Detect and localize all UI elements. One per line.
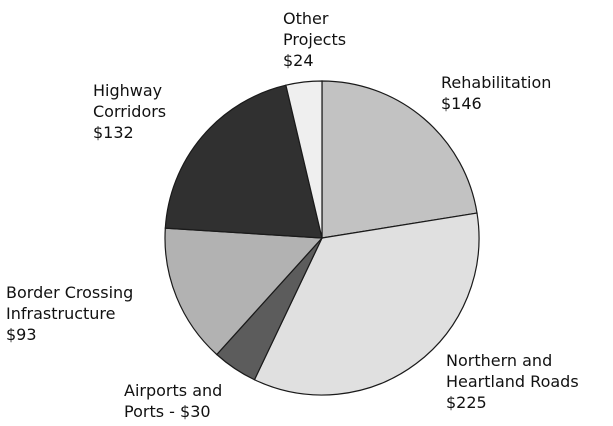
category-label: Rehabilitation (441, 73, 552, 92)
slice-label: Northern and Heartland Roads $225 (446, 350, 613, 413)
category-label: Border Crossing Infrastructure (6, 283, 134, 323)
value-label: $24 (283, 51, 314, 70)
category-label: Airports and Ports (124, 381, 223, 421)
slice-label: Rehabilitation $146 (441, 72, 611, 114)
category-label: Other Projects (283, 9, 347, 49)
value-label: - $30 (169, 402, 211, 421)
pie-slice (321, 80, 478, 239)
slice-label: Highway Corridors $132 (93, 80, 193, 143)
category-label: Northern and Heartland Roads (446, 351, 579, 391)
pie-slice (164, 227, 324, 356)
value-label: $225 (446, 393, 487, 412)
slice-label: Other Projects $24 (283, 8, 368, 71)
pie-slice (253, 212, 480, 396)
category-label: Highway Corridors (93, 81, 167, 121)
slice-label: Airports and Ports - $30 (124, 380, 236, 422)
pie-slice (285, 80, 323, 239)
value-label: $132 (93, 123, 134, 142)
value-label: $93 (6, 325, 37, 344)
value-label: $146 (441, 94, 482, 113)
pie-slice (164, 84, 323, 239)
slice-label: Border Crossing Infrastructure $93 (6, 282, 181, 345)
